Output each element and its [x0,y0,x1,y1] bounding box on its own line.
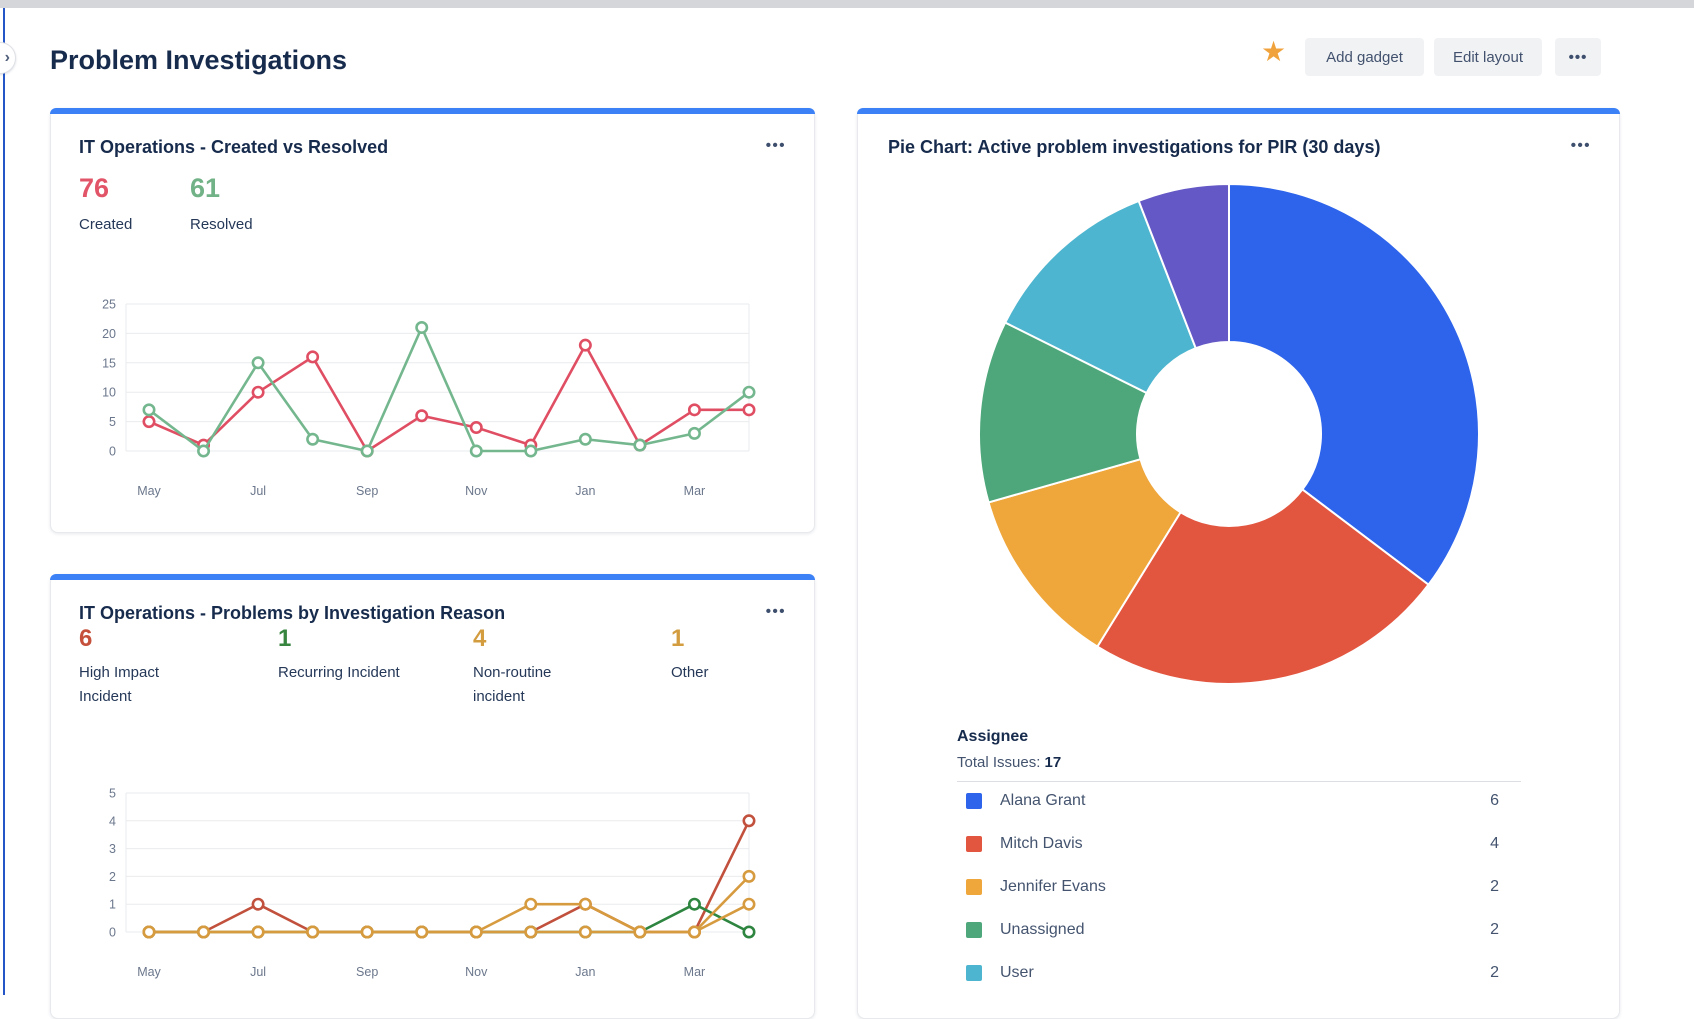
stat-other: 1 Other [671,625,771,685]
svg-text:Jan: Jan [575,965,595,979]
stat-value: 1 [671,625,685,652]
stat-resolved: 61 Resolved [190,173,253,237]
gadget-pie-chart: Pie Chart: Active problem investigations… [857,108,1620,1019]
stat-value: 6 [79,625,93,652]
svg-text:May: May [137,484,161,498]
legend-swatch-icon [966,921,982,938]
stat-label: High Impact Incident [79,664,160,705]
problems-by-reason-line-chart: 0 1 2 3 4 5 May Jul Sep Nov Jan Mar [109,787,756,979]
stat-label: Non-routine incident [473,664,552,705]
svg-text:10: 10 [102,386,116,400]
legend-row: Alana Grant 6 [957,779,1521,822]
legend-total-value: 17 [1044,754,1062,771]
stat-high-impact: 6 High Impact Incident [79,625,204,709]
svg-text:5: 5 [109,787,116,801]
stat-value: 4 [473,625,487,652]
legend-swatch-icon [966,835,982,852]
legend-count: 2 [1490,877,1499,895]
gadget-menu-button[interactable]: ••• [765,137,786,154]
legend-total: Total Issues: 17 [957,754,1061,771]
legend-divider [957,781,1521,782]
legend-count: 2 [1490,963,1499,981]
stat-non-routine: 4 Non-routine incident [473,625,588,709]
svg-text:2: 2 [109,870,116,884]
add-gadget-button[interactable]: Add gadget [1305,38,1424,76]
gadget-title: Pie Chart: Active problem investigations… [888,137,1381,157]
stat-created: 76 Created [79,173,132,237]
svg-text:20: 20 [102,327,116,341]
gadget-menu-button[interactable]: ••• [765,603,786,620]
svg-text:15: 15 [102,356,116,370]
created-vs-resolved-line-chart: 0 5 10 15 20 25 May Jul Sep Nov Jan Mar [102,298,756,498]
legend-swatch-icon [966,964,982,981]
legend-group-by: Assignee [957,728,1029,745]
stat-label: Recurring Incident [278,664,400,681]
legend-count: 2 [1490,920,1499,938]
svg-text:0: 0 [109,926,116,940]
page-title: Problem Investigations [50,45,348,75]
legend-row: Mitch Davis 4 [957,822,1521,865]
svg-text:Jul: Jul [250,484,266,498]
favorite-star-icon[interactable]: ★ [1261,36,1287,67]
edit-layout-button[interactable]: Edit layout [1434,38,1542,76]
legend-count: 4 [1490,834,1499,852]
stat-value: 1 [278,625,292,652]
legend-label: User [1000,963,1034,981]
svg-text:1: 1 [109,898,116,912]
legend-swatch-icon [966,792,982,809]
svg-text:Nov: Nov [465,484,488,498]
legend-total-label: Total Issues: [957,754,1041,771]
sidebar-edge [3,8,5,995]
gadget-title: IT Operations - Created vs Resolved [79,137,389,157]
stat-label: Created [79,216,133,233]
stat-recurring: 1 Recurring Incident [278,625,443,685]
svg-text:3: 3 [109,842,116,856]
assignee-donut-chart [978,182,1480,685]
gadget-title: IT Operations - Problems by Investigatio… [79,603,506,623]
svg-text:Sep: Sep [356,484,378,498]
svg-text:5: 5 [109,415,116,429]
pie-legend: Alana Grant 6 Mitch Davis 4 Jennifer Evans 2 U… [957,779,1521,994]
svg-text:Mar: Mar [684,965,706,979]
legend-label: Mitch Davis [1000,834,1083,852]
legend-row: Unassigned 2 [957,908,1521,951]
window-top-strip [0,0,1694,8]
svg-text:0: 0 [109,445,116,459]
stat-value: 61 [190,173,221,203]
svg-text:May: May [137,965,161,979]
legend-count: 6 [1490,791,1499,809]
svg-text:Jan: Jan [575,484,595,498]
stat-value: 76 [79,173,110,203]
chevron-right-icon: › [4,49,10,66]
sidebar-expand-button[interactable]: › [0,42,16,74]
dashboard-more-button[interactable]: ••• [1555,38,1601,76]
stat-label: Resolved [190,216,253,233]
gadget-menu-button[interactable]: ••• [1570,137,1591,154]
gadget-problems-by-reason: IT Operations - Problems by Investigatio… [50,574,815,1019]
svg-text:Nov: Nov [465,965,488,979]
svg-text:4: 4 [109,814,116,828]
stat-label: Other [671,664,709,681]
legend-swatch-icon [966,878,982,895]
legend-row: User 2 [957,951,1521,994]
svg-text:Jul: Jul [250,965,266,979]
legend-label: Alana Grant [1000,791,1086,809]
legend-label: Jennifer Evans [1000,877,1106,895]
legend-row: Jennifer Evans 2 [957,865,1521,908]
gadget-created-vs-resolved: IT Operations - Created vs Resolved ••• … [50,108,815,533]
svg-text:25: 25 [102,298,116,312]
svg-text:Sep: Sep [356,965,378,979]
legend-label: Unassigned [1000,920,1085,938]
svg-text:Mar: Mar [684,484,706,498]
